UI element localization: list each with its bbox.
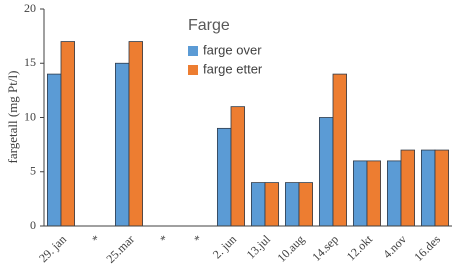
x-tick-label: * — [157, 232, 171, 246]
x-tick-label: 25.mar — [103, 232, 137, 266]
bar — [434, 149, 450, 227]
x-tick-label: 14.sep — [309, 232, 341, 264]
bar — [216, 127, 232, 227]
bar — [60, 41, 76, 227]
bar — [298, 182, 314, 227]
bar — [366, 160, 382, 227]
bar — [230, 106, 246, 227]
bar — [352, 160, 368, 227]
y-tick-label: 5 — [30, 164, 36, 178]
legend-label: farge etter — [203, 61, 263, 76]
y-axis-label: fargetall (mg Pt/l) — [5, 71, 20, 164]
bar — [386, 160, 402, 227]
legend-swatch — [188, 46, 198, 56]
y-tick-label: 10 — [24, 109, 36, 123]
bar — [47, 73, 62, 227]
x-tick-label: 10.aug — [274, 232, 307, 265]
legend-title: Farge — [188, 17, 230, 34]
bar — [128, 41, 144, 227]
bar — [284, 182, 300, 227]
x-tick-label: * — [191, 232, 205, 246]
x-tick-label: 12.okt — [344, 232, 376, 264]
bar — [420, 149, 436, 227]
bar — [250, 182, 266, 227]
x-tick-label: 29. jan — [36, 232, 69, 265]
x-tick-label: 4.nov — [380, 232, 409, 261]
y-tick-label: 0 — [30, 218, 36, 232]
x-tick-label: 2. jun — [210, 232, 239, 261]
bar — [400, 149, 416, 227]
y-tick-label: 20 — [24, 1, 36, 15]
legend-label: farge over — [203, 42, 262, 57]
x-tick-label: 16.des — [411, 232, 443, 264]
bar — [318, 117, 334, 227]
bar — [332, 73, 348, 227]
y-tick-label: 15 — [24, 55, 36, 69]
bar — [264, 182, 280, 227]
x-tick-label: * — [89, 232, 103, 246]
x-tick-label: 13.jul — [244, 232, 274, 262]
bar — [115, 62, 130, 227]
legend-swatch — [188, 65, 198, 75]
